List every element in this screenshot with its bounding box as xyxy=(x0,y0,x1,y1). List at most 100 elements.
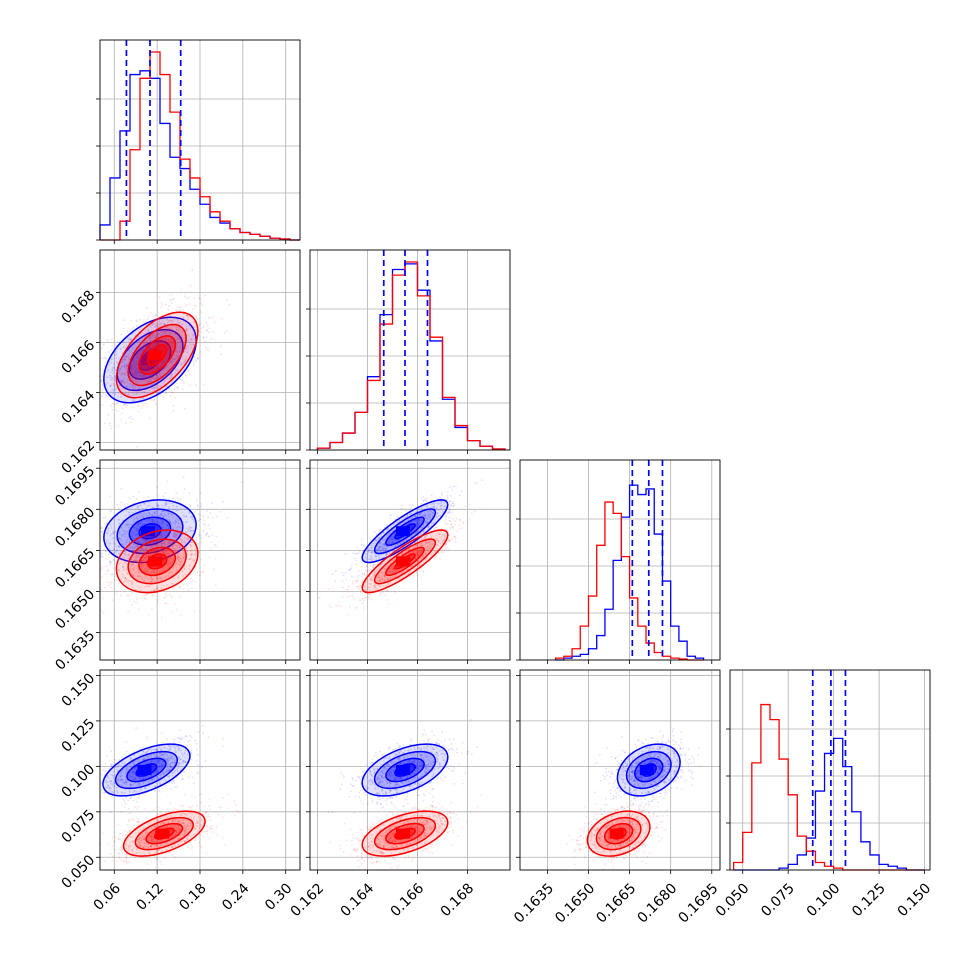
scatter-point xyxy=(151,514,154,517)
scatter-point xyxy=(145,547,147,550)
scatter-point xyxy=(148,504,151,507)
scatter-point xyxy=(133,600,135,603)
scatter-point xyxy=(147,380,150,383)
scatter-point xyxy=(184,359,186,362)
scatter-point xyxy=(168,501,171,504)
scatter-point xyxy=(179,546,181,549)
scatter-point xyxy=(139,550,142,553)
scatter-point xyxy=(110,383,113,386)
scatter-point xyxy=(142,523,145,525)
scatter-point xyxy=(177,306,180,308)
scatter-point xyxy=(207,516,210,519)
scatter-point xyxy=(208,331,210,334)
scatter-point xyxy=(155,341,157,344)
scatter-point xyxy=(153,399,156,401)
scatter-point xyxy=(133,355,136,358)
scatter-point xyxy=(185,515,188,518)
scatter-point xyxy=(150,575,152,578)
scatter-point xyxy=(160,533,163,536)
scatter-point xyxy=(132,406,135,409)
scatter-point xyxy=(173,532,176,534)
scatter-point xyxy=(135,392,138,395)
scatter-point xyxy=(105,382,108,385)
scatter-point xyxy=(162,526,165,529)
joint-panel-1-0 xyxy=(100,269,231,448)
scatter-point xyxy=(181,379,184,382)
scatter-point xyxy=(184,373,187,376)
scatter-point xyxy=(133,373,136,376)
scatter-point xyxy=(161,322,163,325)
scatter-point xyxy=(155,344,158,346)
scatter-point xyxy=(142,502,145,505)
scatter-point xyxy=(144,553,147,556)
scatter-point xyxy=(125,364,128,367)
scatter-point xyxy=(173,557,176,559)
scatter-point xyxy=(115,538,118,541)
scatter-point xyxy=(207,349,210,352)
scatter-point xyxy=(128,334,131,336)
scatter-point xyxy=(109,562,112,565)
scatter-point xyxy=(164,330,167,333)
scatter-point xyxy=(173,332,176,335)
scatter-point xyxy=(169,346,171,348)
scatter-point xyxy=(146,569,149,572)
scatter-point xyxy=(186,537,189,540)
scatter-point xyxy=(122,573,125,576)
scatter-point xyxy=(166,321,169,324)
scatter-point xyxy=(132,543,135,546)
scatter-point xyxy=(107,539,110,542)
scatter-point xyxy=(130,523,133,526)
scatter-point xyxy=(154,544,157,547)
scatter-point xyxy=(148,370,151,373)
scatter-point xyxy=(363,574,366,577)
scatter-point xyxy=(166,531,169,534)
scatter-point xyxy=(176,569,179,572)
scatter-point xyxy=(148,321,151,324)
scatter-point xyxy=(186,550,189,553)
scatter-point xyxy=(188,525,190,528)
scatter-point xyxy=(156,372,159,375)
scatter-point xyxy=(124,536,127,538)
scatter-point xyxy=(441,549,444,551)
scatter-point xyxy=(172,508,175,511)
scatter-point xyxy=(122,534,125,536)
scatter-point xyxy=(182,587,185,590)
scatter-point xyxy=(121,535,124,537)
scatter-point xyxy=(179,614,182,617)
scatter-point xyxy=(152,569,155,572)
scatter-point xyxy=(98,506,100,508)
scatter-point xyxy=(107,527,110,530)
scatter-point xyxy=(344,552,347,555)
scatter-point xyxy=(331,573,334,575)
scatter-point xyxy=(157,376,160,379)
scatter-point xyxy=(130,364,133,367)
scatter-point xyxy=(173,317,176,320)
scatter-point xyxy=(122,340,125,343)
scatter-point xyxy=(154,520,156,523)
scatter-point xyxy=(131,384,134,387)
scatter-point xyxy=(135,551,138,554)
scatter-point xyxy=(171,345,174,348)
scatter-point xyxy=(164,366,167,369)
scatter-point xyxy=(179,529,182,532)
scatter-point xyxy=(102,516,105,519)
scatter-point xyxy=(116,424,119,427)
scatter-point xyxy=(148,335,151,338)
scatter-point xyxy=(154,336,156,339)
scatter-red xyxy=(100,505,217,619)
scatter-point xyxy=(172,360,174,363)
scatter-point xyxy=(109,559,111,562)
scatter-point xyxy=(225,330,228,332)
scatter-point xyxy=(131,591,133,594)
scatter-point xyxy=(176,532,178,534)
scatter-point xyxy=(209,512,212,515)
scatter-point xyxy=(180,561,182,563)
scatter-point xyxy=(128,513,130,516)
scatter-point xyxy=(152,535,155,538)
scatter-point xyxy=(111,538,113,541)
scatter-point xyxy=(97,529,99,531)
scatter-point xyxy=(135,556,138,559)
scatter-point xyxy=(168,351,170,354)
scatter-point xyxy=(106,376,109,379)
scatter-point xyxy=(192,336,195,339)
